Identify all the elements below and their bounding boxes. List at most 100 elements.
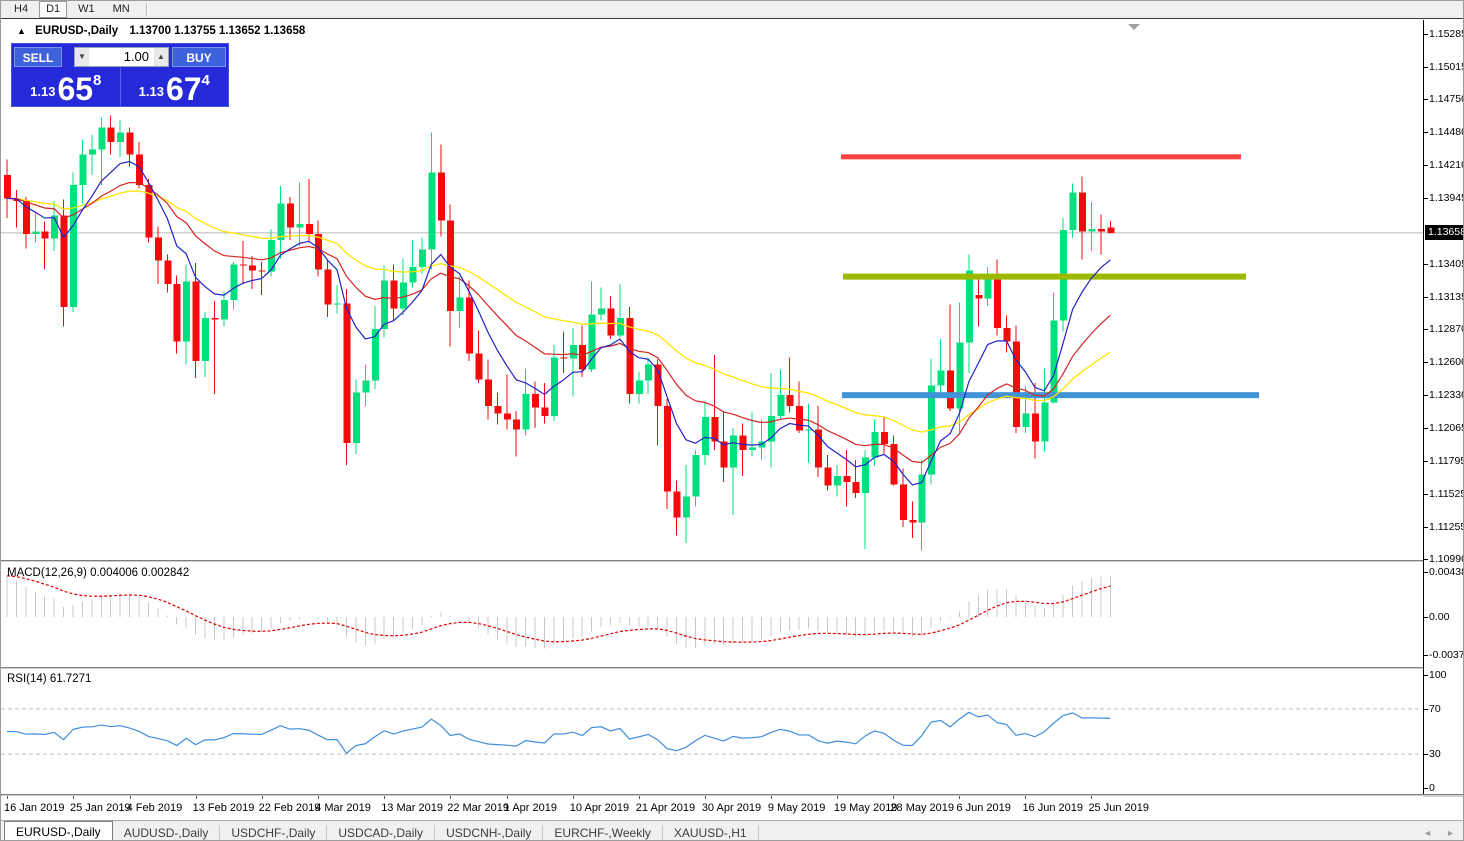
candle-body xyxy=(484,379,492,407)
candle-body xyxy=(1003,327,1011,342)
candle-body xyxy=(654,364,662,407)
candle-body xyxy=(173,283,181,342)
candle-body xyxy=(390,280,398,309)
candle-body xyxy=(833,475,841,486)
candle-body xyxy=(786,395,794,407)
tab-scroll-right-icon[interactable]: ► xyxy=(1446,828,1455,838)
date-tick xyxy=(836,796,838,799)
volume-increase-icon[interactable]: ▲ xyxy=(154,48,168,66)
trade-panel-controls: SELL ▼ 1.00 ▲ BUY xyxy=(12,44,228,68)
candle-body xyxy=(1050,320,1058,403)
timeframe-button-d1[interactable]: D1 xyxy=(39,1,68,18)
candle-body xyxy=(522,393,530,430)
price-tick-1.12330: 1.12330 xyxy=(1429,389,1464,402)
chart-tab-bar: EURUSD-,Daily AUDUSD-,Daily USDCHF-,Daily U… xyxy=(1,820,1463,840)
chart-tab-usdcad-daily[interactable]: USDCAD-,Daily xyxy=(327,825,436,840)
timeframe-button-mn[interactable]: MN xyxy=(112,3,130,15)
date-label: 10 Apr 2019 xyxy=(569,802,630,814)
chart-tab-audusd-daily[interactable]: AUDUSD-,Daily xyxy=(113,825,221,840)
sell-price-big-digits: 65 xyxy=(57,71,94,107)
candle-body xyxy=(777,395,785,416)
candle-body xyxy=(1069,192,1077,231)
price-tick-1.11255-tick xyxy=(1424,526,1428,528)
chart-symbol-label: EURUSD-,Daily xyxy=(35,25,119,37)
price-tick-1.13405-tick xyxy=(1424,263,1428,265)
candle-body xyxy=(371,329,379,381)
date-tick xyxy=(506,796,508,799)
date-label: 13 Mar 2019 xyxy=(381,802,443,814)
candle-body xyxy=(607,308,615,336)
price-axis[interactable]: 1.15285 1.15015 1.14750 1.14480 1.14210 1.139… xyxy=(1423,20,1464,794)
candle-body xyxy=(324,269,332,305)
candle-body xyxy=(51,215,59,239)
timeframe-button-h4[interactable]: H4 xyxy=(14,3,29,15)
toolbar-separator xyxy=(145,3,148,16)
price-chart-canvas[interactable] xyxy=(1,20,1423,560)
candle-body xyxy=(494,406,502,414)
buy-price-quote[interactable]: 1.13 67 4 xyxy=(119,68,229,106)
rsi-indicator-canvas[interactable] xyxy=(1,669,1423,794)
buy-button[interactable]: BUY xyxy=(172,47,226,67)
candle-body xyxy=(258,270,266,272)
candle-body xyxy=(664,406,672,492)
price-tick-1.12600: 1.12600 xyxy=(1429,356,1464,369)
macd-histogram xyxy=(6,575,1111,649)
volume-input[interactable]: 1.00 xyxy=(123,49,149,64)
chart-tab-eurusd-daily[interactable]: EURUSD-,Daily xyxy=(4,821,113,840)
candle-body xyxy=(352,392,360,443)
chart-tab-xauusd-h1[interactable]: XAUUSD-,H1 xyxy=(663,825,759,840)
rsi-tick-100-tick xyxy=(1424,675,1428,676)
sell-price-quote[interactable]: 1.13 65 8 xyxy=(12,68,120,106)
candle-body xyxy=(1022,413,1030,427)
volume-decrease-icon[interactable]: ▼ xyxy=(75,48,89,66)
candle-body xyxy=(598,308,606,315)
candle-body xyxy=(965,270,973,343)
price-tick-1.13135-tick xyxy=(1424,296,1428,298)
date-axis[interactable]: 16 Jan 2019 25 Jan 2019 4 Feb 2019 13 Feb 2… xyxy=(1,796,1423,820)
candle-body xyxy=(343,303,351,443)
candle-body xyxy=(701,417,709,456)
date-label: 22 Feb 2019 xyxy=(258,802,321,814)
price-tick-1.10990-tick xyxy=(1424,558,1428,560)
candle-body xyxy=(154,237,162,261)
candle-body xyxy=(32,231,40,234)
tab-scroll-arrows: ◄ ► xyxy=(1423,828,1455,838)
candle-body xyxy=(673,491,681,518)
sell-button[interactable]: SELL xyxy=(14,47,62,67)
candle-body xyxy=(560,357,568,359)
date-label: 13 Feb 2019 xyxy=(192,802,255,814)
chart-tab-eurchf-weekly[interactable]: EURCHF-,Weekly xyxy=(543,825,663,840)
candle-body xyxy=(286,203,294,228)
candle-body xyxy=(164,260,172,284)
price-tick-1.10990: 1.10990 xyxy=(1429,552,1464,565)
horizontal-trendline-0[interactable] xyxy=(841,154,1241,160)
price-tick-1.15285-tick xyxy=(1424,34,1428,35)
horizontal-trendline-1[interactable] xyxy=(843,273,1246,280)
tab-scroll-left-icon[interactable]: ◄ xyxy=(1423,828,1433,838)
date-tick xyxy=(959,796,961,799)
date-label: 22 Mar 2019 xyxy=(447,802,509,814)
volume-stepper: ▼ 1.00 ▲ xyxy=(74,47,169,67)
rsi-label: RSI(14) 61.7271 xyxy=(7,673,92,685)
date-tick xyxy=(770,796,772,799)
chart-shift-marker-icon[interactable] xyxy=(1128,24,1140,30)
macd-tick-0.00: 0.00 xyxy=(1429,611,1450,623)
candle-body xyxy=(220,299,228,320)
date-tick xyxy=(893,796,895,799)
chart-tabs: EURUSD-,Daily AUDUSD-,Daily USDCHF-,Daily U… xyxy=(4,821,759,840)
candle-body xyxy=(136,154,144,185)
candle-body xyxy=(88,149,96,155)
macd-indicator-canvas[interactable] xyxy=(1,562,1423,667)
candle-body xyxy=(918,474,926,523)
candle-body xyxy=(145,184,153,238)
chart-tab-usdchf-daily[interactable]: USDCHF-,Daily xyxy=(220,825,328,840)
timeframe-toolbar: H4 D1 W1 MN xyxy=(1,1,1463,19)
collapse-panel-icon[interactable]: ▲ xyxy=(17,26,26,36)
chart-tab-usdcnh-daily[interactable]: USDCNH-,Daily xyxy=(435,825,544,840)
candle-body xyxy=(1079,192,1087,232)
candle-body xyxy=(1013,341,1021,427)
horizontal-trendline-2[interactable] xyxy=(842,392,1259,399)
timeframe-button-w1[interactable]: W1 xyxy=(78,3,95,15)
candle-body xyxy=(60,215,68,308)
